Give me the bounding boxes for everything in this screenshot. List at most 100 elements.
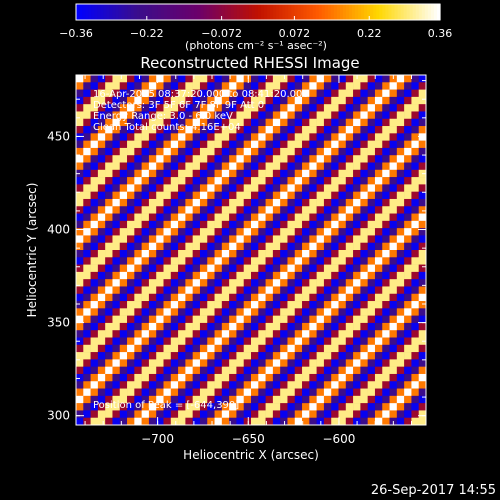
heatmap-pixel [418,257,427,265]
heatmap-pixel [163,184,172,192]
heatmap-pixel [418,373,427,382]
heatmap-pixel [97,330,106,338]
heatmap-pixel [243,118,252,127]
heatmap-pixel [411,133,420,141]
heatmap-pixel [105,89,113,98]
heatmap-pixel [97,279,106,287]
heatmap-pixel [353,228,361,236]
heatmap-pixel [404,366,412,375]
heatmap-pixel [353,133,361,141]
heatmap-pixel [374,293,383,302]
heatmap-pixel [345,337,354,346]
heatmap-pixel [243,140,252,149]
heatmap-pixel [367,257,376,265]
heatmap-pixel [280,301,288,309]
heatmap-pixel [134,235,142,244]
heatmap-pixel [418,286,427,295]
heatmap-pixel [76,322,84,331]
plot-frame [75,74,427,426]
heatmap-pixel [404,147,412,156]
heatmap-pixel [251,169,259,178]
heatmap-pixel [338,111,347,120]
heatmap-pixel [294,126,303,134]
heatmap-pixel [170,293,179,302]
heatmap-pixel [374,155,383,163]
heatmap-pixel [156,352,164,360]
heatmap-pixel [374,118,383,127]
colorbar-segment [267,4,271,20]
heatmap-pixel [418,89,427,98]
heatmap-pixel [105,213,113,222]
heatmap-pixel [302,410,310,419]
heatmap-pixel [418,395,427,404]
heatmap-pixel [243,308,252,316]
heatmap-pixel [280,220,288,229]
heatmap-pixel [374,162,383,171]
heatmap-pixel [221,155,230,163]
heatmap-pixel [221,403,230,411]
heatmap-pixel [127,140,135,149]
heatmap-pixel [185,235,193,244]
heatmap-pixel [243,96,252,105]
heatmap-pixel [127,373,135,382]
heatmap-pixel [280,104,288,112]
heatmap-pixel [83,388,91,397]
heatmap-pixel [214,242,223,251]
heatmap-pixel [229,257,237,265]
heatmap-pixel [148,169,157,178]
heatmap-pixel [97,417,106,426]
heatmap-pixel [389,89,398,98]
heatmap-pixel [316,184,325,192]
heatmap-pixel [287,250,296,258]
heatmap-pixel [192,308,201,316]
heatmap-pixel [76,395,84,404]
heatmap-pixel [360,220,368,229]
heatmap-pixel [353,96,361,105]
colorbar-segment [391,4,396,20]
heatmap-pixel [148,118,157,127]
heatmap-pixel [192,155,201,163]
heatmap-pixel [418,388,427,397]
heatmap-pixel [83,373,91,382]
heatmap-pixel [221,75,230,83]
heatmap-pixel [287,235,296,244]
heatmap-pixel [185,126,193,134]
colorbar-segment [297,4,302,20]
heatmap-pixel [302,352,310,360]
heatmap-pixel [119,104,128,112]
heatmap-pixel [127,410,135,419]
heatmap-pixel [302,322,310,331]
heatmap-pixel [243,257,252,265]
peak-position-label: Position of Peak = [-644,390] [93,400,239,411]
heatmap-pixel [83,315,91,324]
heatmap-pixel [163,213,172,222]
colorbar-tick-label: 0.22 [357,27,382,40]
heatmap-pixel [192,140,201,149]
heatmap-pixel [251,410,259,419]
heatmap-pixel [251,82,259,90]
heatmap-pixel [148,111,157,120]
heatmap-pixel [294,417,303,426]
heatmap-pixel [105,388,113,397]
heatmap-pixel [97,366,106,375]
heatmap-pixel [309,242,317,251]
heatmap-pixel [404,126,412,134]
heatmap-pixel [251,337,259,346]
heatmap-pixel [156,89,164,98]
heatmap-pixel [178,220,186,229]
heatmap-pixel [178,104,186,112]
heatmap-pixel [185,242,193,251]
heatmap-pixel [112,417,121,426]
heatmap-pixel [411,403,420,411]
heatmap-pixel [309,89,317,98]
heatmap-pixel [170,257,179,265]
heatmap-pixel [112,381,121,389]
heatmap-pixel [323,75,332,83]
heatmap-pixel [163,301,172,309]
heatmap-pixel [418,293,427,302]
y-tick-label: 450 [47,129,70,143]
heatmap-pixel [236,89,245,98]
heatmap-pixel [331,395,339,404]
heatmap-pixel [148,315,157,324]
heatmap-pixel [323,293,332,302]
